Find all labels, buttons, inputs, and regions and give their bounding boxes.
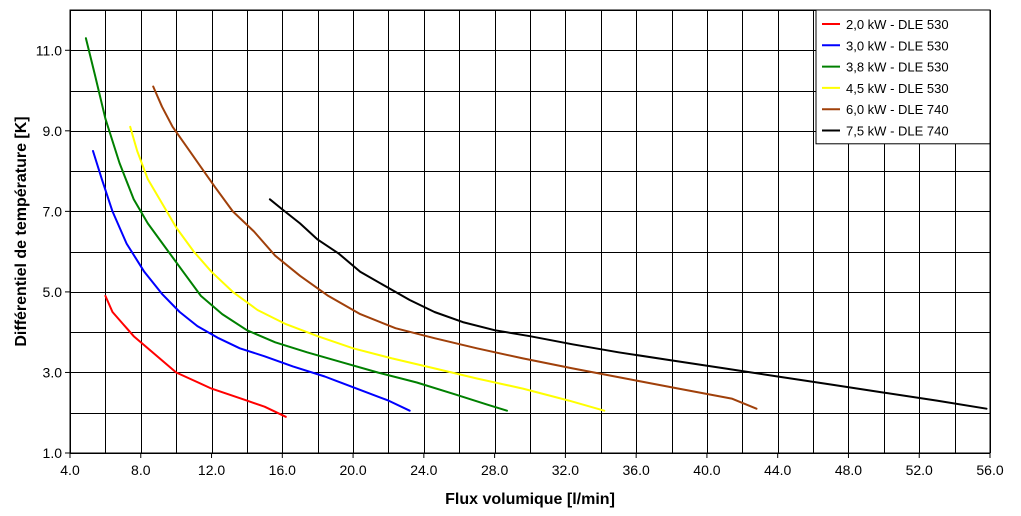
- series-line: [84, 37, 508, 412]
- x-tick-label: 40.0: [693, 462, 720, 478]
- y-tick-label: 3.0: [43, 364, 63, 380]
- plot-area-frame: [69, 9, 991, 454]
- series-line: [152, 85, 758, 410]
- series-line: [92, 150, 411, 412]
- legend-label: 2,0 kW - DLE 530: [846, 17, 949, 32]
- y-axis-ticks: 1.0 3.0 5.0 7.0 9.0 11.0: [36, 42, 70, 461]
- y-tick-label: 7.0: [43, 203, 63, 219]
- x-tick-label: 16.0: [269, 462, 296, 478]
- x-tick-label: 52.0: [906, 462, 933, 478]
- x-tick-label: 28.0: [481, 462, 508, 478]
- legend-label: 7,5 kW - DLE 740: [846, 124, 949, 139]
- y-tick-label: 5.0: [43, 284, 63, 300]
- x-tick-label: 24.0: [410, 462, 437, 478]
- x-tick-label: 12.0: [198, 462, 225, 478]
- y-tick-label: 9.0: [43, 123, 63, 139]
- legend-label: 6,0 kW - DLE 740: [846, 102, 949, 117]
- x-tick-label: 4.0: [60, 462, 80, 478]
- legend-label: 4,5 kW - DLE 530: [846, 81, 949, 96]
- legend: 2,0 kW - DLE 530 3,0 kW - DLE 530 3,8 kW -…: [815, 9, 991, 145]
- y-axis-title: Différentiel de température [K]: [13, 116, 30, 346]
- series-line: [129, 125, 606, 412]
- series-line: [268, 198, 988, 410]
- series-lines: [84, 37, 988, 418]
- legend-label: 3,0 kW - DLE 530: [846, 38, 949, 53]
- x-tick-label: 36.0: [623, 462, 650, 478]
- x-axis-title: Flux volumique [l/min]: [445, 491, 615, 508]
- y-tick-label: 11.0: [36, 42, 62, 58]
- x-axis-ticks: 4.0 8.0 12.0 16.0 20.0 24.0 28.0 32.0 36.0 40.0 44…: [60, 453, 1004, 478]
- x-tick-label: 8.0: [131, 462, 151, 478]
- x-tick-label: 20.0: [339, 462, 366, 478]
- series-line: [104, 294, 287, 418]
- y-tick-label: 1.0: [43, 445, 63, 461]
- legend-box: [815, 9, 991, 145]
- x-tick-label: 44.0: [764, 462, 791, 478]
- x-tick-label: 32.0: [552, 462, 579, 478]
- x-tick-label: 56.0: [976, 462, 1003, 478]
- x-tick-label: 48.0: [835, 462, 862, 478]
- legend-label: 3,8 kW - DLE 530: [846, 60, 949, 75]
